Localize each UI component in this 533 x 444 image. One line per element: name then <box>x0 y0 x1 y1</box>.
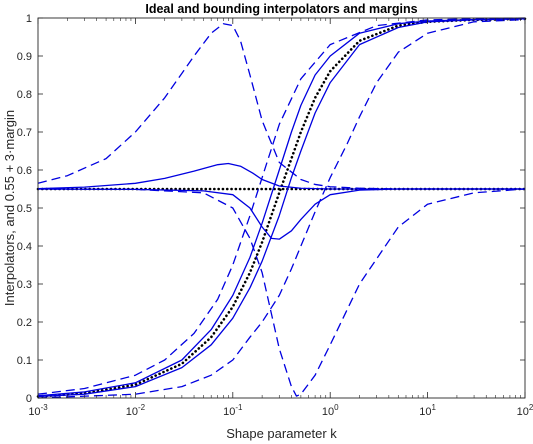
y-tick-label: 0.9 <box>17 51 32 63</box>
x-axis-label: Shape parameter k <box>226 426 337 441</box>
axes-layer: 0 0.1 0.2 0.3 0.4 0.5 0.6 0.7 0.8 0.9 1 10-3 10-2 10-… <box>17 13 533 418</box>
series-line-6 <box>37 188 525 240</box>
series-line-4 <box>37 18 526 398</box>
series-line-3 <box>37 18 526 397</box>
x-tick-label: 10-2 <box>126 403 146 418</box>
y-tick-label: 0.3 <box>17 279 32 291</box>
y-axis-label: Interpolators, and 0.55 + 3·margin <box>2 110 17 306</box>
x-tick-label: 10-3 <box>28 403 48 418</box>
series-line-1 <box>36 17 527 398</box>
series-line-10 <box>37 18 526 399</box>
x-tick-label: 10-1 <box>223 403 243 418</box>
y-tick-label: 0.6 <box>17 165 32 177</box>
y-tick-label: 1 <box>26 13 32 25</box>
y-tick-label: 0 <box>26 393 32 405</box>
series-layer <box>36 17 527 399</box>
series-line-9 <box>37 17 526 395</box>
y-tick-label: 0.7 <box>17 127 32 139</box>
series-line-5 <box>37 162 525 190</box>
chart-title: Ideal and bounding interpolators and mar… <box>145 2 417 16</box>
y-tick-label: 0.8 <box>17 89 32 101</box>
x-tick-label: 102 <box>517 403 533 418</box>
series-line-8 <box>37 188 526 397</box>
y-tick-label: 0.4 <box>17 241 32 253</box>
y-tick-label: 0.2 <box>17 317 32 329</box>
series-line-7 <box>37 23 525 190</box>
x-tick-label: 101 <box>419 403 436 418</box>
y-tick-label: 0.1 <box>17 355 32 367</box>
x-tick-label: 100 <box>322 403 339 418</box>
y-tick-label: 0.5 <box>17 203 32 215</box>
